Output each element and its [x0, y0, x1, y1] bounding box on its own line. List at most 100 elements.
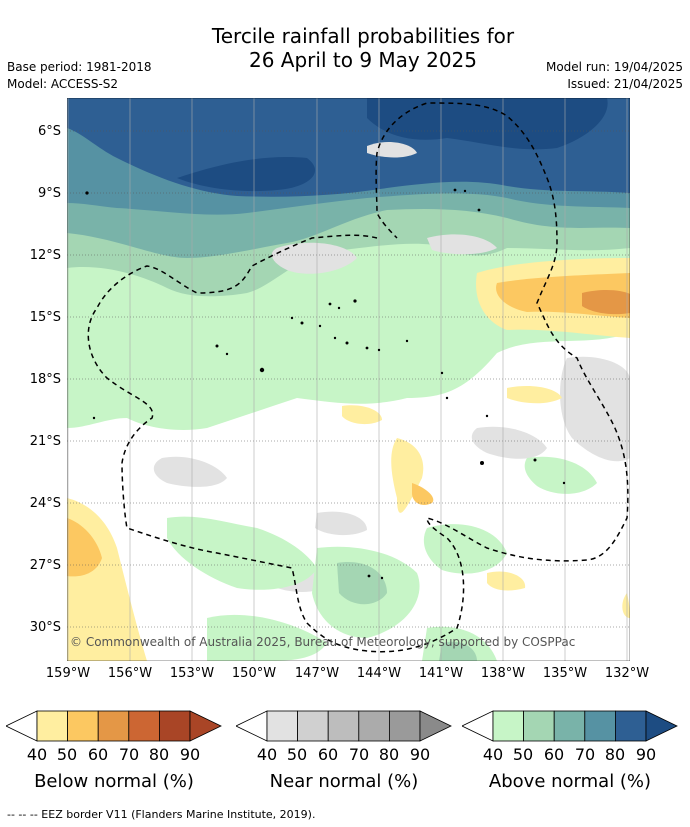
lat-label: 15°S — [29, 310, 61, 325]
cbar-tick: 70 — [574, 745, 596, 764]
model-name: Model: ACCESS-S2 — [7, 77, 119, 91]
colorbar-swatch — [553, 710, 586, 742]
cbar-arrow-high — [645, 710, 678, 742]
cbar-arrow-high — [419, 710, 452, 742]
colorbar-swatch — [97, 710, 130, 742]
lat-label: 6°S — [37, 124, 61, 139]
lon-label: 141°W — [418, 666, 464, 681]
cbar-arrow-low — [6, 710, 38, 742]
below-patch-40 — [487, 571, 526, 591]
lon-label: 150°W — [231, 666, 277, 681]
colorbar-swatch — [266, 710, 299, 742]
cbar-tick: 50 — [286, 745, 308, 764]
below-patch-40 — [622, 593, 630, 618]
cbar-tick: 60 — [317, 745, 339, 764]
near-patch — [315, 511, 367, 536]
lat-label: 18°S — [29, 372, 61, 387]
near-patch — [271, 242, 357, 274]
lat-label: 12°S — [29, 248, 61, 263]
below-patch-40 — [391, 438, 424, 513]
colorbar-swatch — [492, 710, 525, 742]
map-title: Tercile rainfall probabilities for 26 Ap… — [0, 24, 690, 72]
above-band-40 — [207, 614, 327, 661]
colorbar-swatch — [36, 710, 69, 742]
lon-label: 144°W — [356, 666, 402, 681]
cbar-arrow-low — [236, 710, 268, 742]
colorbar-swatch — [327, 710, 360, 742]
near-patch — [153, 456, 227, 487]
lat-label: 24°S — [29, 496, 61, 511]
eez-footnote: -- -- -- EEZ border V11 (Flanders Marine… — [7, 808, 316, 821]
near-patch — [427, 234, 497, 255]
colorbar-near-swatches — [266, 710, 421, 742]
near-patch — [471, 426, 547, 459]
colorbar-swatch — [584, 710, 616, 742]
graticule — [67, 130, 630, 628]
cbar-tick: 40 — [26, 745, 48, 764]
cbar-tick: 90 — [635, 745, 657, 764]
above-band-50 — [439, 641, 477, 661]
cbar-tick: 60 — [543, 745, 565, 764]
below-patch-40 — [342, 405, 382, 425]
above-band-50 — [337, 562, 387, 605]
near-patch — [560, 356, 630, 462]
below-patch-40 — [507, 386, 562, 404]
colorbar-swatch — [388, 710, 421, 742]
colorbar-swatch — [67, 710, 99, 742]
cbar-tick: 50 — [512, 745, 534, 764]
above-normal-label: Above normal (%) — [488, 771, 652, 792]
lon-label: 132°W — [604, 666, 650, 681]
colorbar-swatch — [158, 710, 191, 742]
below-normal-label: Below normal (%) — [34, 771, 194, 792]
copyright-text: © Commonwealth of Australia 2025, Bureau… — [70, 635, 575, 649]
cbar-tick: 80 — [148, 745, 170, 764]
cbar-arrow-low — [462, 710, 494, 742]
colorbar-near — [236, 710, 452, 742]
eez-border — [87, 102, 629, 653]
colorbar-above-swatches — [492, 710, 647, 742]
cbar-tick: 90 — [179, 745, 201, 764]
cbar-tick: 90 — [409, 745, 431, 764]
cbar-tick: 70 — [348, 745, 370, 764]
lat-label: 21°S — [29, 434, 61, 449]
cbar-tick: 80 — [604, 745, 626, 764]
colorbar-below-swatches — [36, 710, 191, 742]
cbar-tick: 40 — [256, 745, 278, 764]
below-patch-60 — [582, 290, 630, 315]
base-period: Base period: 1981-2018 — [7, 60, 152, 74]
lon-label: 147°W — [294, 666, 340, 681]
cbar-tick: 60 — [87, 745, 109, 764]
probability-map: © Commonwealth of Australia 2025, Bureau… — [67, 98, 630, 661]
near-normal-label: Near normal (%) — [269, 771, 419, 792]
cbar-tick: 70 — [118, 745, 140, 764]
below-patch-50 — [67, 518, 102, 577]
colorbar-swatch — [297, 710, 329, 742]
above-band-40 — [423, 524, 507, 574]
lon-label: 138°W — [480, 666, 526, 681]
lon-label: 159°W — [45, 666, 91, 681]
colorbar-swatch — [523, 710, 555, 742]
above-band-40 — [524, 456, 597, 494]
title-line-2: 26 April to 9 May 2025 — [249, 48, 477, 72]
above-band-90 — [177, 98, 608, 192]
lat-label: 30°S — [29, 620, 61, 635]
issued-date: Issued: 21/04/2025 — [567, 77, 683, 91]
below-patch-50 — [412, 483, 434, 505]
graticule — [67, 98, 628, 661]
colorbar-below — [6, 710, 222, 742]
lon-label: 135°W — [542, 666, 588, 681]
colorbar-above — [462, 710, 678, 742]
lat-label: 27°S — [29, 558, 61, 573]
islands — [85, 188, 566, 580]
cbar-tick: 40 — [482, 745, 504, 764]
cbar-tick: 50 — [56, 745, 78, 764]
above-band-40 — [167, 516, 317, 590]
meta-right: Model run: 19/04/2025 Issued: 21/04/2025 — [546, 59, 683, 93]
lon-label: 156°W — [107, 666, 153, 681]
cbar-tick: 80 — [378, 745, 400, 764]
model-run: Model run: 19/04/2025 — [545, 60, 683, 74]
title-line-1: Tercile rainfall probabilities for — [211, 24, 515, 48]
lon-label: 153°W — [169, 666, 215, 681]
cbar-arrow-high — [189, 710, 222, 742]
lat-label: 9°S — [37, 186, 61, 201]
